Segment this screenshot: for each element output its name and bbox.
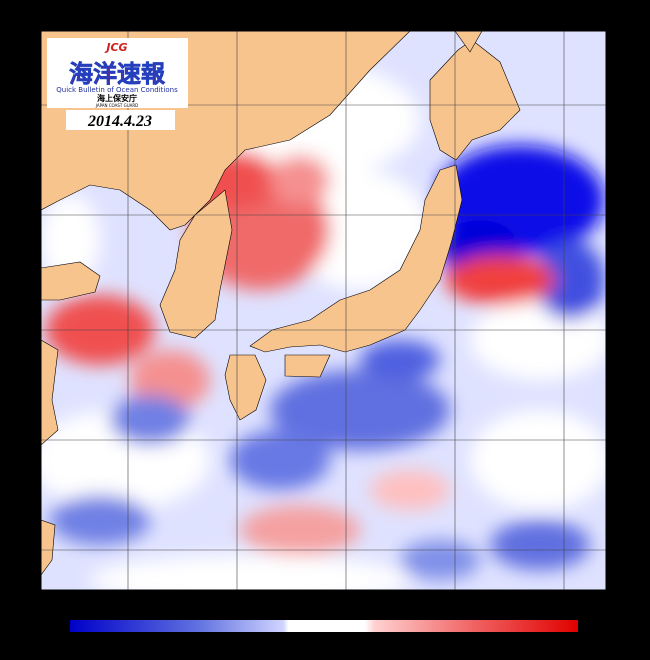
sakhalin [454,31,483,53]
date: 2014.4.23 [87,113,152,130]
date-box [66,110,175,130]
logo-box [47,38,188,108]
logo-subtitle: Quick Bulletin of Ocean Conditions [56,86,178,94]
shikoku [284,354,331,378]
honshu [249,164,463,353]
logo-mark: JCG [104,41,127,54]
logo-title: 海洋速報 [69,60,166,88]
shandong [41,261,101,301]
logo: JCG 海洋速報 Quick Bulletin of Ocean Conditi… [47,38,188,108]
logo-agency-en: JAPAN COAST GUARD [95,103,139,108]
anomaly-field [41,60,606,590]
kyushu [224,354,267,421]
map-frame [40,30,607,591]
logo-agency: 海上保安庁 [97,93,137,103]
korea [159,189,233,339]
china-coast [41,339,59,446]
taiwan [41,519,56,576]
color-bar [70,620,578,632]
